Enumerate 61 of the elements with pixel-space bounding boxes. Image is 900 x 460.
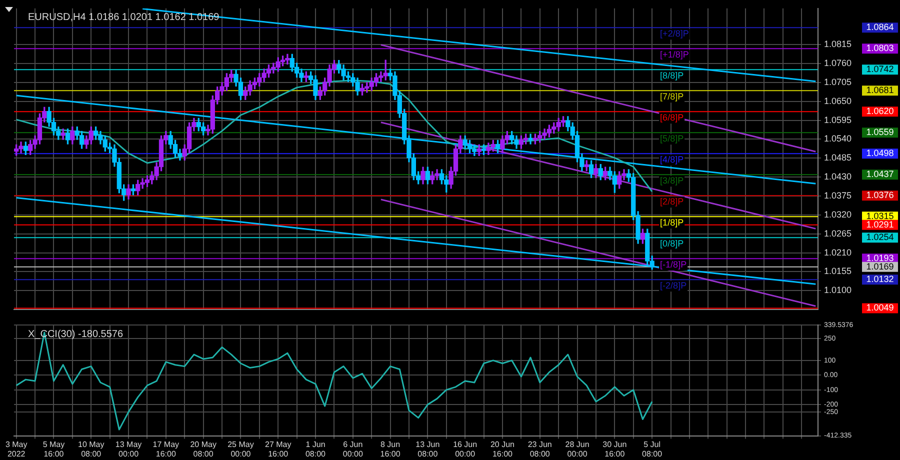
x-tick-label: 5 May 16:00: [42, 440, 65, 458]
x-tick-label: 27 May 16:00: [264, 440, 292, 458]
text: 1.0132: [866, 274, 894, 284]
x-tick-label: 13 May 00:00: [115, 440, 142, 458]
x-tick-label: 1 Jun 08:00: [305, 440, 326, 458]
x-tick-label: 5 Jul 08:00: [642, 440, 663, 458]
x-tick-label: 3 May 2022: [5, 440, 28, 458]
ref-line-label: [7/8]P: [660, 92, 684, 102]
y-tick-label: 1.0760: [824, 58, 852, 68]
text: 1.0193: [866, 253, 894, 264]
y-tick-label: 1.0650: [824, 96, 852, 106]
y-tick-label: 1.0210: [824, 247, 852, 258]
ref-line-label: [-1/8]P: [660, 260, 687, 270]
ref-line-label: [8/8]P: [660, 70, 684, 81]
text: 1.0254: [866, 232, 894, 242]
text: 1.0681: [866, 85, 894, 96]
y-tick-label: 1.0320: [824, 209, 852, 220]
x-tick-label: 17 May 16:00: [152, 440, 180, 458]
x-tick-label: 16 Jun 00:00: [453, 440, 478, 458]
y-tick-label: 1.0595: [824, 114, 852, 125]
text: 1.0803: [866, 43, 894, 54]
ref-line-label: [4/8]P: [660, 154, 684, 165]
text: 1.0437: [866, 169, 894, 180]
y-tick-label: 1.0485: [824, 152, 852, 163]
text: 1.0742: [866, 64, 894, 74]
x-tick-label: 20 Jun 16:00: [490, 440, 514, 458]
ref-line-label: [6/8]P: [660, 112, 684, 123]
x-tick-label: 20 May 08:00: [190, 440, 216, 458]
y-tick-label: 1.0705: [824, 76, 852, 87]
text: 1.0169: [866, 261, 894, 272]
ref-line-label: [-2/8]P: [660, 280, 687, 291]
y-tick-label: 1.0155: [824, 266, 852, 276]
y-tick-label: 1.0265: [824, 228, 852, 238]
text: 1.0315: [866, 211, 894, 222]
ref-line-label: [3/8]P: [660, 176, 684, 186]
y-tick-label: 1.0430: [824, 172, 852, 182]
x-tick-label: 25 May 00:00: [228, 440, 254, 458]
ref-line-label: [5/8]P: [660, 134, 684, 144]
ref-line-label: [+2/8]P: [660, 28, 689, 39]
ref-line-label: [1/8]P: [660, 218, 684, 228]
x-tick-label: 10 May 08:00: [78, 440, 104, 458]
ref-line-label: [+1/8]P: [660, 50, 689, 60]
text: 1.0864: [866, 22, 894, 32]
text: 1.0559: [866, 127, 894, 138]
y-tick-label: 1.0540: [824, 134, 852, 144]
x-tick-label: 28 Jun 00:00: [565, 440, 590, 458]
x-tick-label: 13 Jun 08:00: [416, 440, 440, 458]
x-tick-label: 8 Jun 16:00: [380, 440, 401, 458]
y-tick-label: 1.0815: [824, 39, 852, 50]
text: 1.0376: [866, 190, 894, 200]
ref-line-label: [0/8]P: [660, 238, 684, 249]
x-tick-label: 23 Jun 08:00: [528, 440, 552, 458]
text: 1.0291: [866, 219, 894, 230]
text: 1.0498: [866, 148, 894, 158]
y-tick-label: 1.0100: [824, 285, 852, 296]
y-tick-label: 1.0375: [824, 190, 852, 200]
ref-line-label: [2/8]P: [660, 196, 684, 207]
text: 1.0620: [866, 106, 894, 116]
text: 1.0049: [866, 302, 894, 313]
x-tick-label: 6 Jun 00:00: [342, 440, 364, 458]
x-tick-label: 30 Jun 16:00: [602, 440, 627, 458]
